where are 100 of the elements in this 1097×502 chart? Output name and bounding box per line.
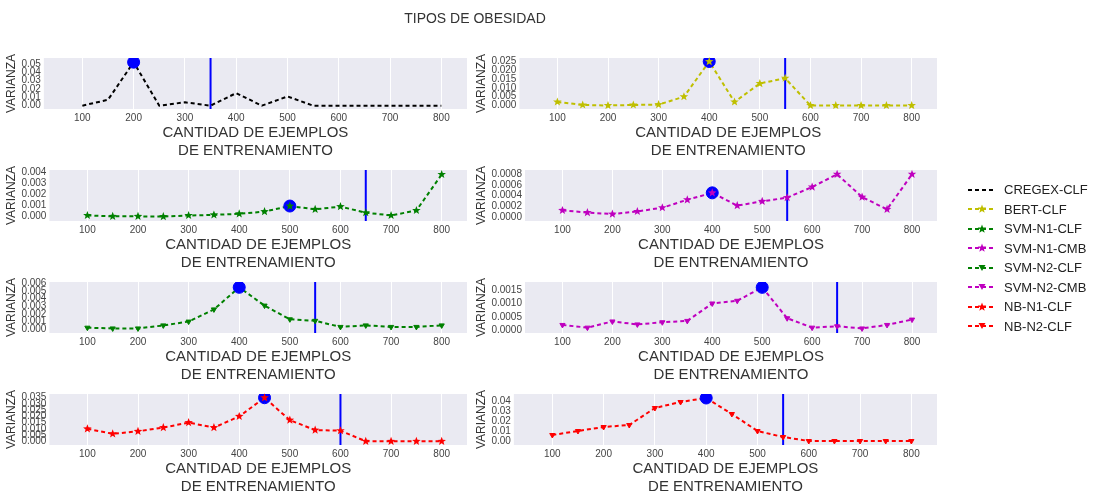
point [858, 326, 866, 332]
point [600, 425, 607, 431]
y-tick-label: 0.000 [491, 99, 517, 111]
point [438, 323, 445, 329]
y-axis-title: VARIANZA [473, 165, 488, 226]
x-axis-title: CANTIDAD DE EJEMPLOS DE ENTRENAMIENTO [632, 459, 819, 495]
point [437, 169, 446, 179]
x-tick-label: 600 [332, 335, 350, 347]
y-tick-label: 0.025 [491, 55, 517, 67]
point [553, 97, 562, 106]
point [882, 439, 889, 445]
y-tick-label: 0.02 [491, 414, 512, 426]
x-axis-title: CANTIDAD DE EJEMPLOS DE ENTRENAMIENTO [165, 347, 352, 383]
point [387, 324, 395, 331]
point [730, 97, 739, 106]
point [805, 439, 812, 445]
y-tick-label: 0.010 [491, 81, 517, 93]
point [234, 411, 244, 421]
point [608, 209, 617, 218]
x-tick-label: 700 [382, 447, 400, 459]
x-tick-label: 500 [753, 335, 771, 347]
point [831, 100, 841, 110]
point [108, 429, 117, 438]
y-tick-label: 0.0004 [491, 189, 523, 201]
point [907, 100, 916, 110]
point [133, 426, 143, 435]
point [578, 100, 587, 109]
x-tick-label: 200 [595, 447, 613, 459]
x-tick-label: 300 [180, 223, 198, 235]
legend-label: NB-N1-CLF [1004, 299, 1072, 315]
x-tick-label: 600 [332, 447, 350, 459]
y-tick-label: 0.001 [21, 199, 47, 211]
point [412, 436, 421, 445]
point [184, 210, 193, 220]
y-tick-label: 0.0005 [491, 310, 523, 322]
x-tick-label: 500 [749, 447, 767, 459]
y-tick-label: 0.005 [491, 90, 517, 102]
x-tick-label: 600 [802, 111, 820, 123]
point [856, 439, 864, 445]
point [832, 169, 842, 178]
y-tick-label: 0.04 [491, 394, 512, 406]
x-axis-title: CANTIDAD DE EJEMPLOS DE ENTRENAMIENTO [638, 235, 824, 271]
x-tick-label: 200 [604, 335, 622, 347]
x-tick-label: 100 [79, 447, 97, 459]
point [659, 320, 666, 326]
legend-label: CREGEX-CLF [1004, 182, 1088, 198]
point [651, 406, 659, 412]
point [634, 322, 641, 328]
point [882, 100, 891, 110]
point [784, 316, 791, 322]
point [782, 193, 792, 202]
point [882, 204, 892, 213]
point [908, 317, 916, 324]
y-tick-label: 0.01 [491, 424, 512, 436]
x-tick-label: 400 [230, 335, 249, 347]
x-tick-label: 700 [381, 111, 399, 123]
point [210, 307, 218, 313]
x-tick-label: 700 [851, 447, 869, 459]
y-axis-title: VARIANZA [3, 165, 18, 226]
point [412, 205, 421, 215]
point [361, 436, 371, 445]
x-tick-label: 400 [227, 111, 245, 123]
point [831, 439, 838, 445]
point [234, 209, 244, 218]
y-tick-label: 0.0010 [491, 297, 523, 309]
x-tick-label: 500 [753, 223, 771, 235]
x-tick-label: 700 [382, 223, 400, 235]
point [209, 210, 219, 219]
point [232, 282, 246, 294]
x-axis-title: CANTIDAD DE EJEMPLOS DE ENTRENAMIENTO [165, 459, 352, 495]
x-tick-label: 100 [554, 223, 572, 235]
x-tick-label: 600 [332, 223, 350, 235]
point [83, 210, 92, 220]
y-axis-title: VARIANZA [3, 53, 18, 114]
point [754, 429, 761, 435]
point [629, 100, 638, 109]
point [184, 418, 193, 427]
y-tick-label: 0.0000 [491, 324, 523, 336]
y-tick-label: 0.0006 [491, 178, 523, 190]
x-tick-label: 200 [604, 223, 622, 235]
point [312, 318, 319, 325]
point [133, 211, 143, 220]
x-axis-title: CANTIDAD DE EJEMPLOS DE ENTRENAMIENTO [165, 235, 352, 271]
x-axis-title: CANTIDAD DE EJEMPLOS DE ENTRENAMIENTO [638, 347, 824, 383]
x-tick-label: 700 [853, 223, 871, 235]
point [261, 303, 268, 310]
x-tick-label: 300 [176, 111, 194, 123]
x-tick-label: 800 [903, 111, 921, 123]
y-tick-label: 0.03 [491, 404, 512, 416]
point [108, 211, 117, 220]
x-tick-label: 800 [433, 223, 451, 235]
point [413, 324, 420, 331]
x-tick-label: 400 [697, 447, 715, 459]
x-axis-title: CANTIDAD DE EJEMPLOS DE ENTRENAMIENTO [635, 123, 822, 159]
x-tick-label: 500 [279, 111, 297, 123]
x-tick-label: 300 [180, 335, 198, 347]
point [683, 195, 692, 204]
x-tick-label: 800 [903, 223, 921, 235]
y-axis-title: VARIANZA [473, 277, 488, 338]
point [809, 325, 816, 332]
